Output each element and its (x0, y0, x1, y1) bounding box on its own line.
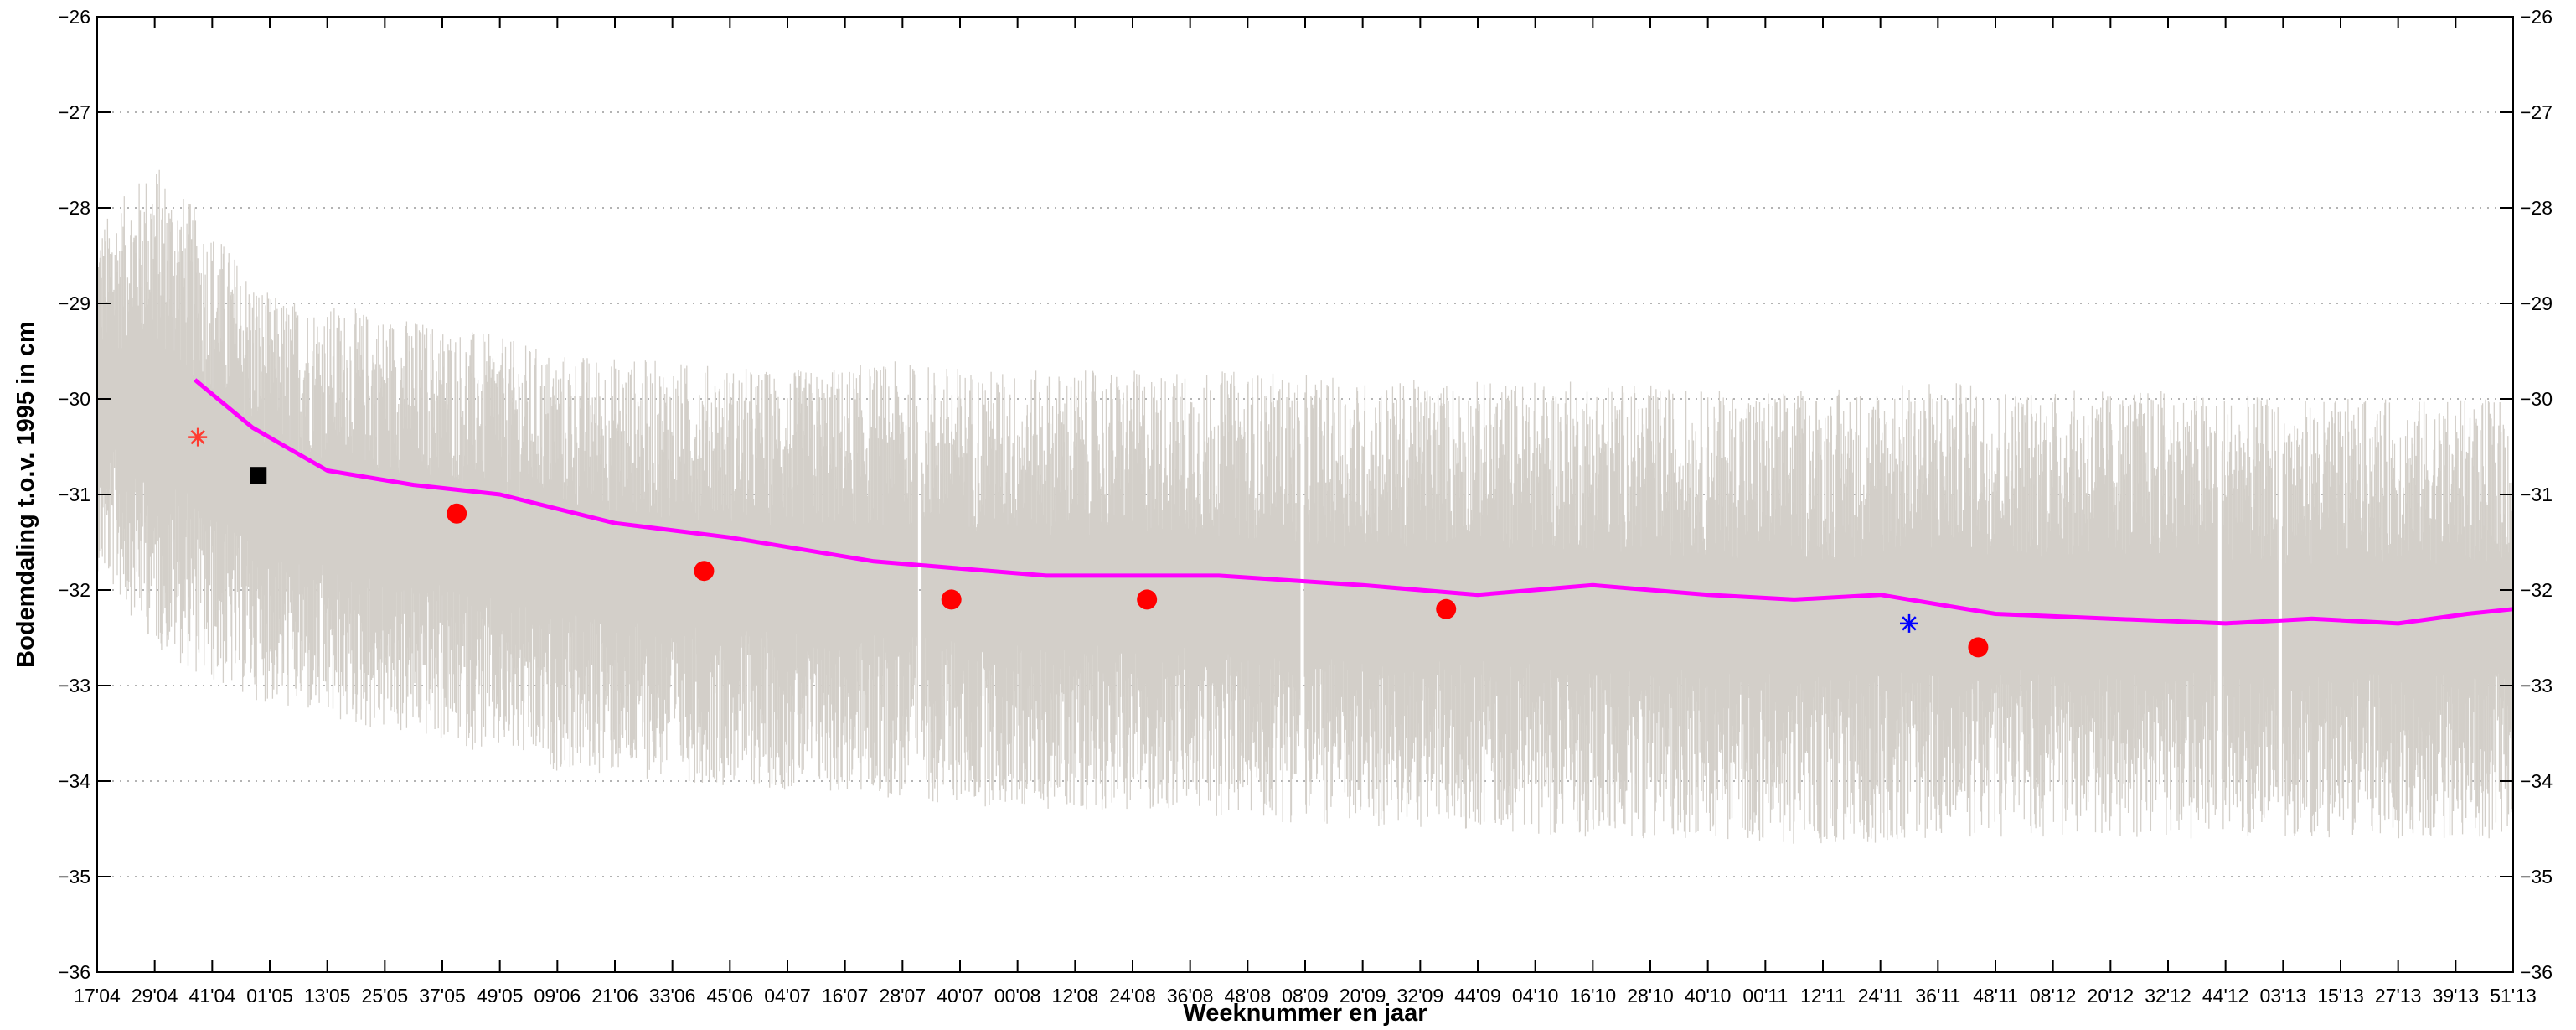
y-tick-label-left: −29 (58, 292, 90, 314)
y-tick-label-right: −27 (2520, 101, 2553, 123)
x-tick-label: 45'06 (707, 985, 754, 1007)
x-tick-label: 25'05 (362, 985, 409, 1007)
x-tick-label: 48'08 (1225, 985, 1272, 1007)
x-tick-label: 33'06 (649, 985, 696, 1007)
y-tick-label-right: −31 (2520, 484, 2553, 505)
x-tick-label: 40'07 (937, 985, 983, 1007)
measurement-point (694, 561, 715, 582)
axis-ticks: −36 −36 −35 −35 −34 −34 −33 −33 −32 −32 −31 −31 −30 −… (58, 6, 2553, 1007)
x-tick-label: 15'13 (2317, 985, 2364, 1007)
y-tick-label-right: −36 (2520, 961, 2553, 983)
y-tick-label-left: −28 (58, 197, 90, 219)
y-tick-label-left: −32 (58, 579, 90, 601)
x-tick-label: 17'04 (74, 985, 121, 1007)
trend-line (194, 378, 2514, 626)
x-tick-label: 36'11 (1915, 985, 1960, 1007)
y-axis-title: Bodemdaling t.o.v. 1995 in cm (13, 321, 39, 668)
x-axis-title: Weeknummer en jaar (1183, 1000, 1427, 1027)
x-tick-label: 24'08 (1109, 985, 1156, 1007)
x-tick-label: 00'11 (1742, 985, 1788, 1007)
blue-asterisk-marker (1900, 613, 1918, 633)
y-tick-label-right: −34 (2520, 770, 2553, 792)
x-tick-label: 32'09 (1397, 985, 1444, 1007)
start-asterisk-marker (188, 427, 208, 447)
x-tick-label: 28'07 (880, 985, 927, 1007)
x-tick-label: 20'09 (1340, 985, 1386, 1007)
measurement-point (1436, 598, 1457, 619)
y-tick-label-left: −34 (58, 770, 90, 792)
x-tick-label: 49'05 (477, 985, 524, 1007)
markers (188, 427, 1989, 658)
x-tick-label: 44'12 (2202, 985, 2249, 1007)
y-tick-label-left: −31 (58, 484, 90, 505)
y-tick-label-right: −32 (2520, 579, 2553, 601)
asterisk-stroke (190, 429, 205, 445)
y-tick-label-left: −35 (58, 866, 90, 888)
x-tick-label: 51'13 (2490, 985, 2537, 1007)
y-tick-label-right: −35 (2520, 866, 2553, 888)
x-tick-label: 41'04 (189, 985, 236, 1007)
x-tick-label: 08'09 (1282, 985, 1329, 1007)
y-tick-label-left: −27 (58, 101, 90, 123)
y-tick-label-right: −30 (2520, 388, 2553, 410)
x-tick-label: 48'11 (1973, 985, 2018, 1007)
measurement-point (941, 589, 962, 610)
x-tick-label: 12'11 (1800, 985, 1846, 1007)
x-tick-label: 29'04 (132, 985, 178, 1007)
x-tick-label: 36'08 (1167, 985, 1214, 1007)
y-tick-label-right: −28 (2520, 197, 2553, 219)
asterisk-stroke (1902, 616, 1917, 631)
x-tick-label: 03'13 (2260, 985, 2307, 1007)
x-tick-label: 04'10 (1512, 985, 1559, 1007)
reference-square-marker (250, 467, 267, 484)
x-tick-label: 21'06 (591, 985, 638, 1007)
x-tick-label: 16'07 (822, 985, 869, 1007)
y-tick-label-right: −26 (2520, 6, 2553, 28)
x-tick-label: 13'05 (304, 985, 351, 1007)
measurement-point (447, 503, 467, 524)
x-tick-label: 28'10 (1627, 985, 1674, 1007)
x-tick-label: 16'10 (1570, 985, 1617, 1007)
x-tick-label: 39'13 (2433, 985, 2480, 1007)
x-tick-label: 01'05 (246, 985, 293, 1007)
measurement-point (1968, 637, 1989, 658)
x-tick-label: 20'12 (2088, 985, 2135, 1007)
x-tick-label: 27'13 (2375, 985, 2422, 1007)
measurement-point (1137, 589, 1158, 610)
x-tick-label: 12'08 (1052, 985, 1099, 1007)
y-tick-label-left: −33 (58, 675, 90, 696)
x-tick-label: 37'05 (419, 985, 466, 1007)
x-tick-label: 24'11 (1858, 985, 1903, 1007)
y-tick-label-right: −29 (2520, 292, 2553, 314)
x-tick-label: 40'10 (1685, 985, 1732, 1007)
x-tick-label: 04'07 (764, 985, 811, 1007)
x-tick-label: 09'06 (534, 985, 581, 1007)
x-tick-label: 32'12 (2145, 985, 2191, 1007)
x-tick-label: 44'09 (1454, 985, 1501, 1007)
y-tick-label-left: −26 (58, 6, 90, 28)
y-tick-label-left: −30 (58, 388, 90, 410)
y-tick-label-right: −33 (2520, 675, 2553, 696)
y-tick-label-left: −36 (58, 961, 90, 983)
x-tick-label: 08'12 (2030, 985, 2077, 1007)
x-tick-label: 00'08 (994, 985, 1041, 1007)
